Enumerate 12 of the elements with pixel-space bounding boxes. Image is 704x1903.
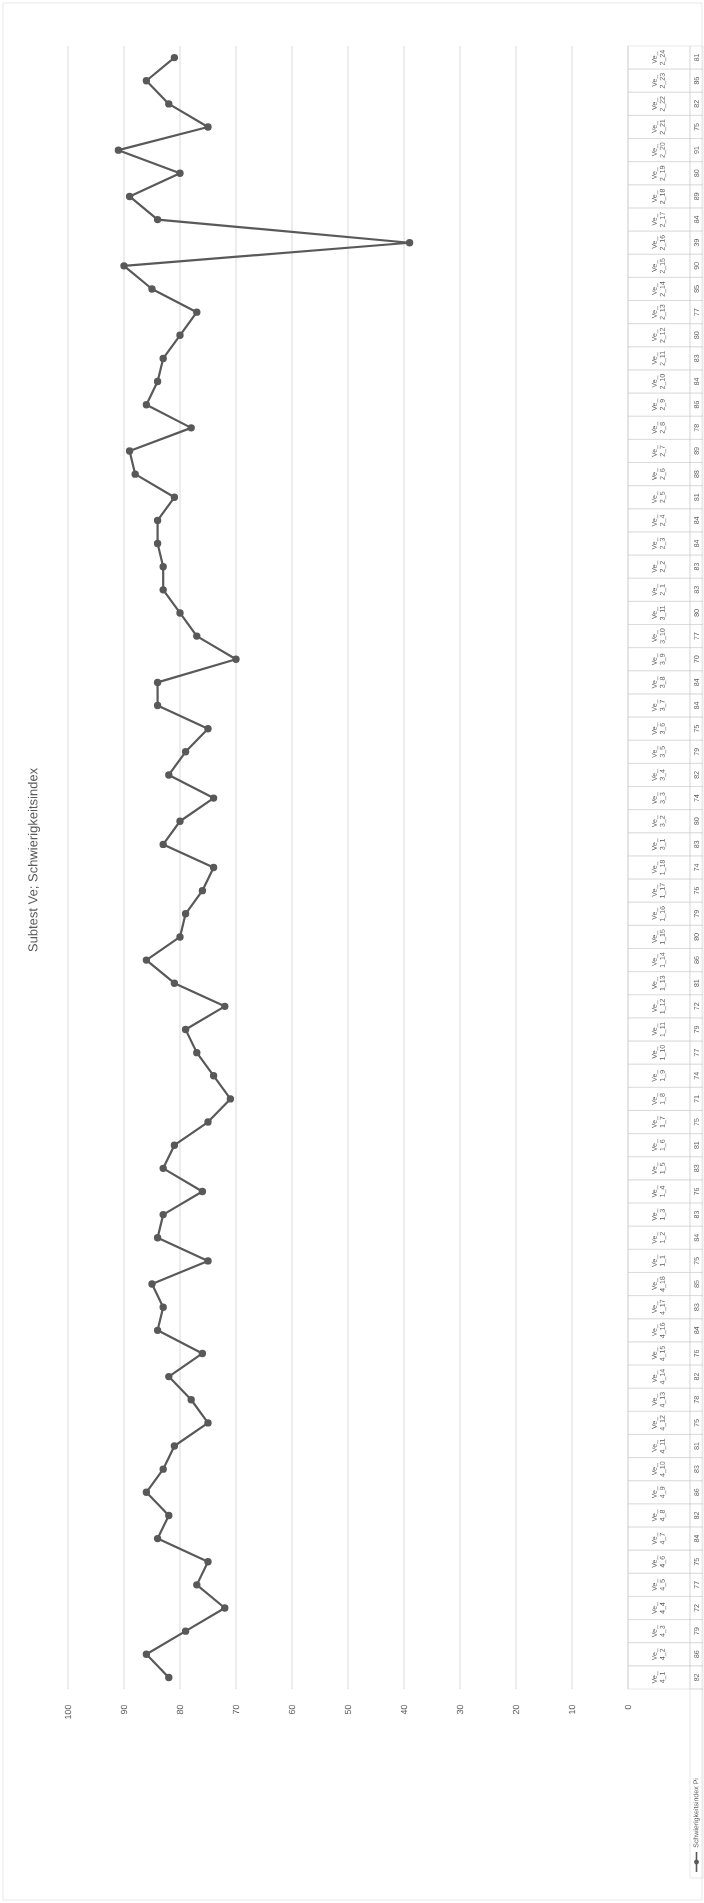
x-tick-label: 20: [512, 1704, 520, 1715]
x-tick-label: 0: [624, 1704, 632, 1710]
x-tick-label: 80: [176, 1704, 184, 1715]
x-tick-label: 60: [288, 1704, 296, 1715]
x-tick-label: 70: [232, 1704, 240, 1715]
x-tick-label: 10: [568, 1704, 576, 1714]
x-tick-label: 50: [344, 1704, 352, 1715]
x-tick-label: 40: [400, 1704, 408, 1715]
x-tick-label: 30: [456, 1704, 464, 1715]
text: Subtest Ve; Schwierigkeitsindex: [27, 768, 41, 952]
x-tick-label: 90: [120, 1704, 128, 1715]
x-tick-label: 100: [64, 1704, 72, 1719]
